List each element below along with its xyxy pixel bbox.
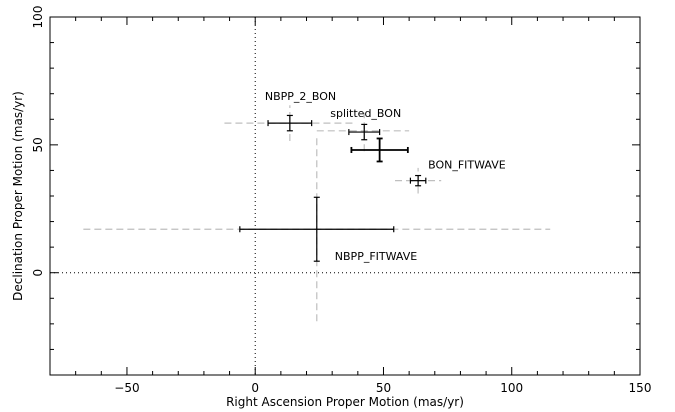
y-tick-label: 50 bbox=[31, 137, 45, 152]
x-axis-label: Right Ascension Proper Motion (mas/yr) bbox=[226, 395, 464, 409]
x-tick-label: 100 bbox=[500, 381, 523, 395]
plot-frame bbox=[49, 16, 641, 376]
tick-labels: −50 0 50 100 150 0 50 100 bbox=[31, 6, 651, 395]
y-tick-label: 0 bbox=[31, 269, 45, 277]
data-label-nbpp-2-bon: NBPP_2_BON bbox=[265, 90, 336, 103]
data-label-bon-fitwave: BON_FITWAVE bbox=[428, 159, 506, 172]
data-label-nbpp-fitwave: NBPP_FITWAVE bbox=[335, 250, 417, 263]
error-bars bbox=[239, 114, 427, 262]
x-tick-label: 50 bbox=[376, 381, 391, 395]
x-tick-label: −50 bbox=[114, 381, 139, 395]
x-tick-label: 0 bbox=[251, 381, 259, 395]
y-axis-label: Declination Proper Motion (mas/yr) bbox=[11, 91, 25, 301]
zero-lines bbox=[50, 17, 640, 375]
axis-ticks bbox=[49, 16, 641, 376]
y-tick-label: 100 bbox=[31, 6, 45, 29]
data-label-splitted-bon: splitted_BON bbox=[330, 107, 401, 120]
x-tick-label: 150 bbox=[629, 381, 652, 395]
data-labels: NBPP_2_BON splitted_BON BON_FITWAVE NBPP_FI… bbox=[265, 90, 506, 263]
